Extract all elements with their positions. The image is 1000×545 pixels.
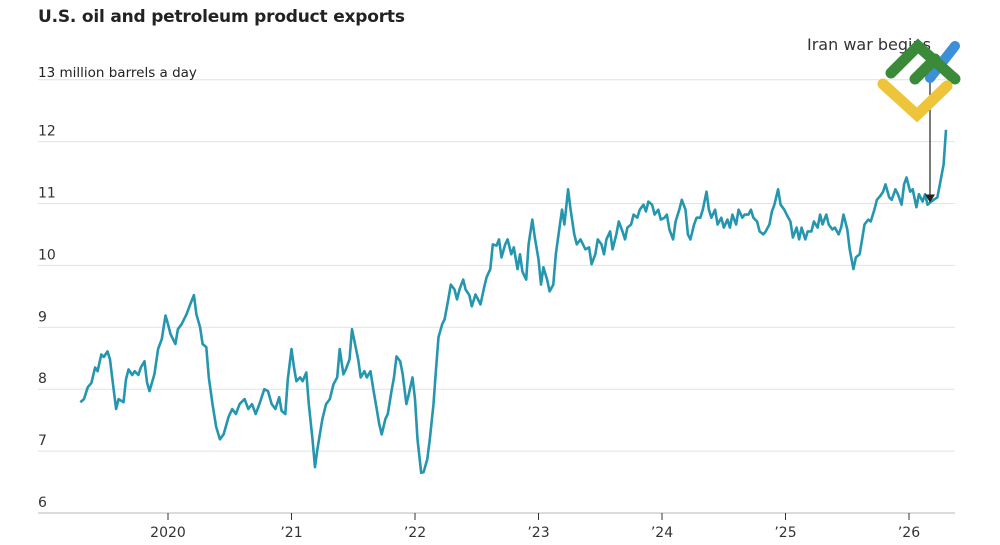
x-tick-label: ’25 — [774, 525, 796, 541]
y-tick-label: 8 — [38, 371, 47, 387]
x-tick-label: ’23 — [527, 525, 549, 541]
y-axis-unit-label: 13 million barrels a day — [38, 65, 197, 81]
y-tick-label: 9 — [38, 309, 47, 325]
x-tick-label: ’26 — [898, 525, 920, 541]
x-tick-label: ’24 — [651, 525, 673, 541]
gridlines — [38, 79, 955, 514]
y-tick-label: 7 — [38, 433, 47, 449]
annotation-label: Iran war begins — [807, 35, 931, 54]
series-line-exports — [79, 129, 948, 475]
brand-logo — [877, 38, 961, 123]
y-tick-label: 12 — [38, 124, 56, 140]
y-tick-label: 11 — [38, 186, 56, 202]
x-tick-label: 2020 — [150, 525, 186, 541]
y-tick-label: 6 — [38, 495, 47, 511]
y-axis-labels: 6 7 8 9 10 11 12 — [38, 124, 56, 511]
chart-title: U.S. oil and petroleum product exports — [38, 7, 405, 27]
y-tick-label: 10 — [38, 247, 56, 263]
x-tick-label: ’21 — [280, 525, 302, 541]
x-tick-label: ’22 — [404, 525, 426, 541]
x-axis: 2020 ’21 ’22 ’23 ’24 ’25 ’26 — [150, 513, 920, 541]
annotation-arrowhead — [924, 194, 935, 203]
